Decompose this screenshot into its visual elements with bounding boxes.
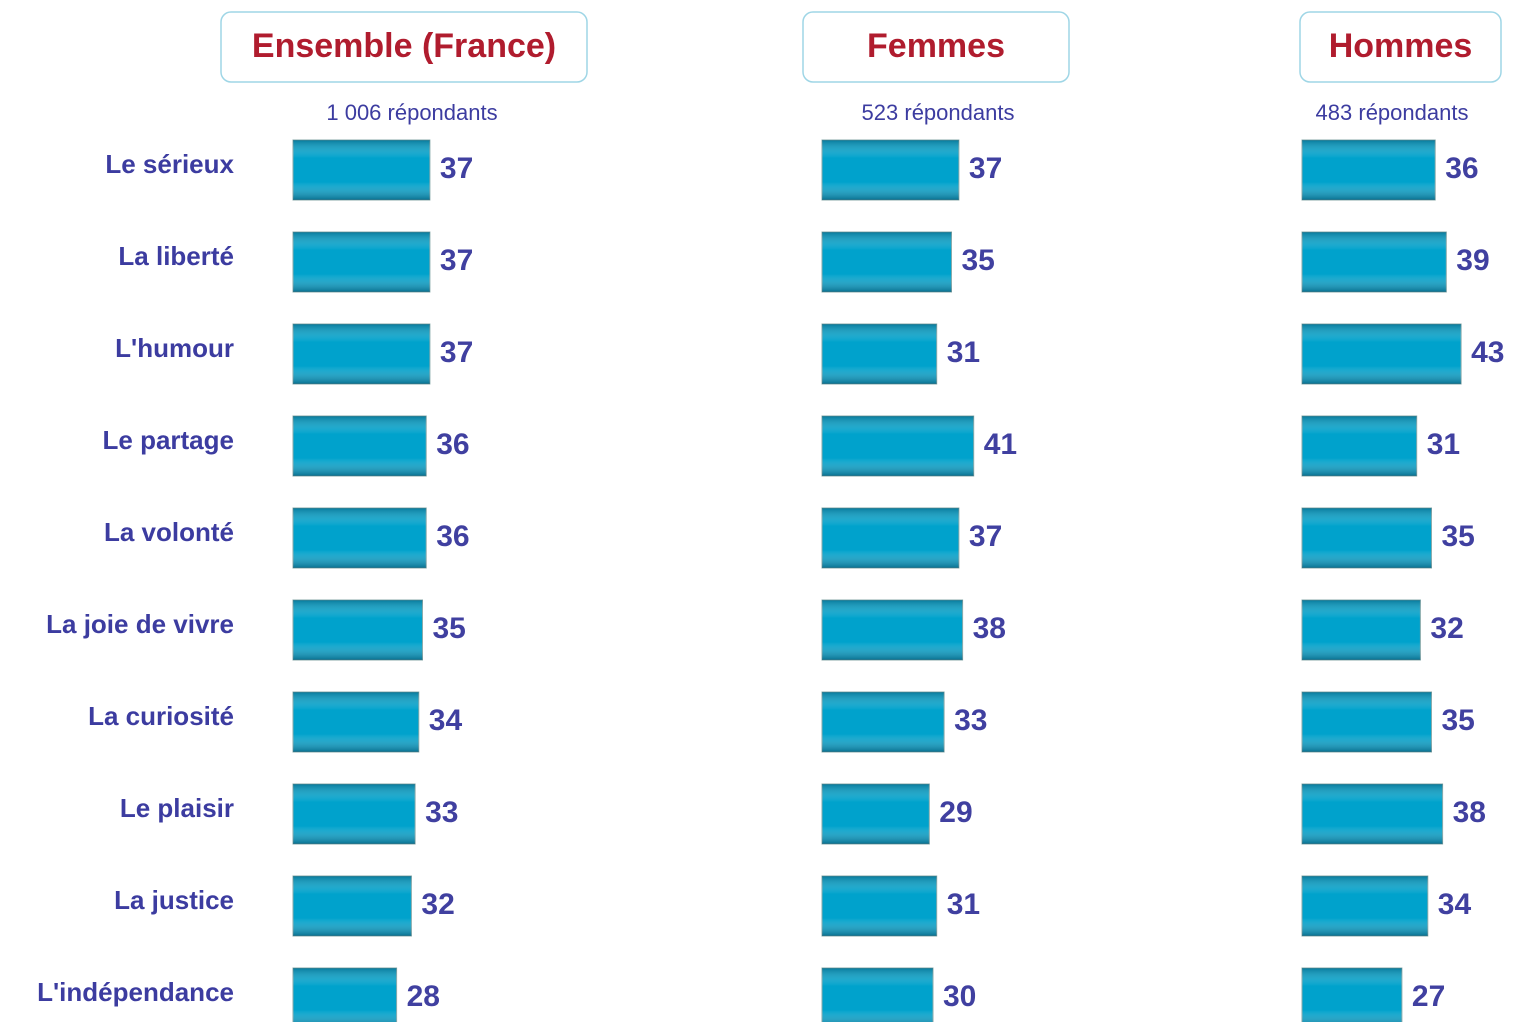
bar-shade — [1302, 324, 1462, 384]
value-label: 32 — [421, 888, 454, 921]
bar-shade — [293, 324, 430, 384]
bar-shade — [293, 508, 427, 568]
bar-shade — [1302, 416, 1417, 476]
category-label: La joie de vivre — [46, 609, 234, 639]
bar-shade — [822, 968, 933, 1022]
bar-shade — [822, 232, 952, 292]
bar-shade — [822, 140, 959, 200]
category-label: La liberté — [118, 241, 234, 271]
bar-shade — [822, 508, 959, 568]
title-box — [1299, 11, 1502, 83]
value-label: 32 — [1430, 612, 1463, 645]
panel-subtitle: 483 répondants — [1316, 100, 1469, 125]
title-box — [802, 11, 1070, 83]
value-label: 34 — [429, 704, 463, 737]
bar-shade — [822, 876, 937, 936]
bar-shade — [822, 416, 974, 476]
bar-shade — [293, 784, 416, 844]
value-label: 37 — [969, 520, 1002, 553]
bar-shade — [1302, 876, 1428, 936]
bar-shade — [822, 692, 945, 752]
value-label: 30 — [943, 980, 976, 1013]
value-label: 35 — [1442, 520, 1475, 553]
category-label: L'indépendance — [37, 977, 234, 1007]
bar-shade — [1302, 600, 1421, 660]
category-label: Le sérieux — [105, 149, 234, 179]
bar-shade — [293, 692, 419, 752]
value-label: 37 — [440, 152, 473, 185]
value-label: 36 — [436, 520, 469, 553]
panel-subtitle: 1 006 répondants — [326, 100, 497, 125]
category-label: Le partage — [103, 425, 235, 455]
bar-shade — [1302, 140, 1436, 200]
value-label: 27 — [1412, 980, 1445, 1013]
bar-shade — [822, 324, 937, 384]
bar-shade — [1302, 232, 1447, 292]
value-label: 31 — [947, 888, 980, 921]
panel-title: Ensemble (France) — [252, 27, 556, 65]
bar-shade — [1302, 508, 1432, 568]
value-label: 39 — [1456, 244, 1489, 277]
value-label: 33 — [425, 796, 458, 829]
value-label: 35 — [1442, 704, 1475, 737]
value-label: 37 — [440, 336, 473, 369]
panel-title: Hommes — [1329, 27, 1473, 65]
bar-shade — [1302, 784, 1443, 844]
value-label: 38 — [973, 612, 1006, 645]
value-label: 38 — [1453, 796, 1486, 829]
panel-subtitle: 523 répondants — [862, 100, 1015, 125]
value-label: 36 — [1445, 152, 1478, 185]
category-label: La curiosité — [88, 701, 234, 731]
bar-shade — [822, 784, 930, 844]
value-label: 37 — [969, 152, 1002, 185]
value-label: 43 — [1471, 336, 1504, 369]
value-label: 31 — [1427, 428, 1460, 461]
panel-title: Femmes — [867, 27, 1005, 65]
value-label: 36 — [436, 428, 469, 461]
bar-shade — [293, 232, 430, 292]
value-label: 33 — [954, 704, 987, 737]
value-label: 29 — [939, 796, 972, 829]
value-label: 35 — [433, 612, 466, 645]
value-label: 41 — [984, 428, 1017, 461]
category-label: La justice — [114, 885, 234, 915]
value-label: 28 — [407, 980, 440, 1013]
bar-shade — [1302, 692, 1432, 752]
bar-shade — [293, 968, 397, 1022]
value-label: 37 — [440, 244, 473, 277]
title-box — [220, 11, 588, 83]
value-label: 35 — [962, 244, 995, 277]
bar-shade — [293, 140, 430, 200]
category-label: Le plaisir — [120, 793, 234, 823]
category-label: L'humour — [115, 333, 234, 363]
bar-shade — [293, 416, 427, 476]
bar-shade — [293, 876, 412, 936]
bar-shade — [1302, 968, 1402, 1022]
bar-shade — [293, 600, 423, 660]
category-label: La volonté — [104, 517, 234, 547]
value-label: 34 — [1438, 888, 1472, 921]
value-label: 31 — [947, 336, 980, 369]
bar-shade — [822, 600, 963, 660]
